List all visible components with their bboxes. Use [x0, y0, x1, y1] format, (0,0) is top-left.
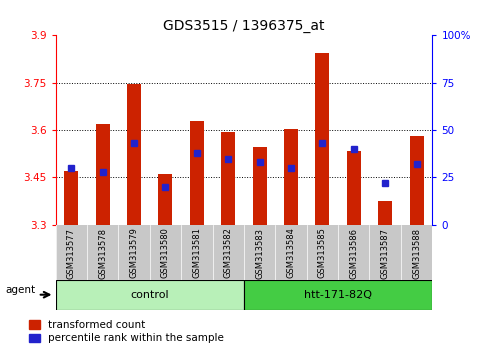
- Text: GSM313585: GSM313585: [318, 228, 327, 278]
- Text: GSM313586: GSM313586: [349, 228, 358, 279]
- Bar: [96, 124, 110, 225]
- Text: GSM313581: GSM313581: [192, 228, 201, 278]
- Text: GSM313578: GSM313578: [98, 228, 107, 279]
- Legend: transformed count, percentile rank within the sample: transformed count, percentile rank withi…: [29, 320, 224, 343]
- Bar: [158, 174, 172, 225]
- Text: GSM313583: GSM313583: [255, 228, 264, 279]
- Bar: [127, 84, 141, 225]
- Text: control: control: [130, 290, 169, 300]
- Text: htt-171-82Q: htt-171-82Q: [304, 290, 372, 300]
- Bar: [347, 150, 361, 225]
- Text: GSM313577: GSM313577: [67, 228, 76, 279]
- Bar: [64, 171, 78, 225]
- Bar: [315, 53, 329, 225]
- Bar: [221, 132, 235, 225]
- Text: GSM313588: GSM313588: [412, 228, 421, 279]
- Bar: [244, 280, 432, 310]
- Bar: [378, 201, 392, 225]
- Bar: [190, 121, 204, 225]
- Text: GSM313582: GSM313582: [224, 228, 233, 278]
- Text: GSM313579: GSM313579: [129, 228, 139, 278]
- Text: agent: agent: [6, 285, 36, 295]
- Title: GDS3515 / 1396375_at: GDS3515 / 1396375_at: [163, 19, 325, 33]
- Text: GSM313587: GSM313587: [381, 228, 390, 279]
- Text: GSM313580: GSM313580: [161, 228, 170, 278]
- Bar: [56, 280, 244, 310]
- Bar: [253, 148, 267, 225]
- Text: GSM313584: GSM313584: [286, 228, 296, 278]
- Bar: [410, 136, 424, 225]
- Bar: [284, 129, 298, 225]
